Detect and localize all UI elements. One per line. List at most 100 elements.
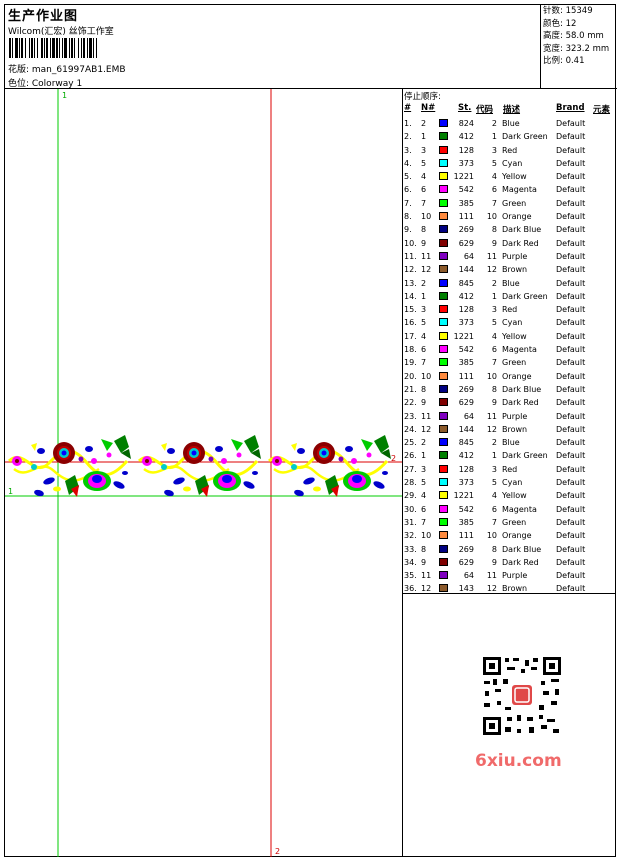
row-index: 2. [404, 132, 412, 142]
color-swatch [439, 451, 448, 460]
row-stitches: 64 [463, 571, 474, 581]
stop-sequence-row: 27. 3 128 3 Red Default [403, 463, 616, 476]
row-code: 12 [486, 424, 497, 434]
row-brand: Default [556, 531, 586, 541]
row-description: Cyan [502, 478, 523, 488]
row-stitches: 373 [458, 318, 474, 328]
row-stitches: 542 [458, 504, 474, 514]
row-stitches: 143 [458, 584, 474, 594]
sheet-title: 生产作业图 [8, 9, 79, 24]
row-brand: Default [556, 424, 586, 434]
production-sheet: 生产作业图 Wilcom(汇宏) 丝饰工作室 花版: man_61997AB1.… [4, 4, 617, 857]
barcode-bar [83, 38, 85, 58]
stop-sequence-row: 11. 11 64 11 Purple Default [403, 250, 616, 263]
barcode-bar [26, 38, 29, 58]
row-index: 21. [404, 384, 417, 394]
row-needle: 5 [421, 478, 427, 488]
row-stitches: 412 [458, 451, 474, 461]
stop-sequence-row: 14. 1 412 1 Dark Green Default [403, 290, 616, 303]
row-code: 11 [486, 251, 497, 261]
color-swatch [439, 291, 448, 300]
barcode-bar [52, 38, 55, 58]
row-description: Dark Red [502, 557, 539, 567]
row-code: 6 [491, 185, 497, 195]
color-swatch [439, 225, 448, 234]
barcode-bar [37, 38, 38, 58]
barcode-bar [85, 38, 87, 58]
row-needle: 8 [421, 384, 427, 394]
row-index: 27. [404, 464, 417, 474]
row-stitches: 269 [458, 225, 474, 235]
row-brand: Default [556, 158, 586, 168]
row-code: 4 [491, 491, 497, 501]
row-needle: 11 [421, 411, 432, 421]
row-description: Blue [502, 119, 520, 128]
row-needle: 10 [421, 212, 432, 222]
row-stitches: 1221 [453, 491, 474, 501]
row-needle: 10 [421, 531, 432, 541]
row-stitches: 373 [458, 158, 474, 168]
row-description: Orange [502, 371, 532, 381]
row-description: Yellow [502, 331, 527, 341]
row-index: 19. [404, 358, 417, 368]
barcode-bar [62, 38, 63, 58]
barcode-bar [81, 38, 82, 58]
barcode-bar [59, 38, 60, 58]
row-stitches: 412 [458, 291, 474, 301]
row-index: 17. [404, 331, 417, 341]
barcode-bar [30, 38, 31, 58]
row-stitches: 269 [458, 384, 474, 394]
row-index: 3. [404, 145, 412, 155]
embroidery-motif-3 [267, 433, 393, 499]
barcode-bar [78, 38, 79, 58]
barcode-bar [75, 38, 78, 58]
design-scale: 比例: 0.41 [543, 56, 585, 66]
barcode-bar [38, 38, 41, 58]
color-swatch [439, 571, 448, 580]
guide-label-left: 1 [8, 487, 13, 496]
color-swatch [439, 438, 448, 447]
barcode-bar [34, 38, 35, 58]
color-swatch [439, 198, 448, 207]
row-brand: Default [556, 571, 586, 581]
barcode-bar [33, 38, 34, 58]
row-description: Dark Red [502, 238, 539, 248]
row-index: 33. [404, 544, 417, 554]
stop-sequence-row: 33. 8 269 8 Dark Blue Default [403, 543, 616, 556]
barcode-bar [89, 38, 92, 58]
row-needle: 9 [421, 238, 427, 248]
col-header-index: # [404, 103, 412, 113]
barcode-bar [21, 38, 23, 58]
row-needle: 2 [421, 438, 427, 448]
row-code: 11 [486, 411, 497, 421]
color-swatch [439, 358, 448, 367]
row-stitches: 111 [458, 212, 474, 222]
barcode-bar [71, 38, 73, 58]
row-needle: 1 [421, 451, 427, 461]
color-swatch [439, 305, 448, 314]
row-description: Green [502, 198, 527, 208]
color-swatch [439, 371, 448, 380]
site-watermark: 6xiu.com [475, 751, 562, 771]
row-brand: Default [556, 225, 586, 235]
barcode-bar [48, 38, 50, 58]
design-width: 宽度: 323.2 mm [543, 43, 610, 54]
row-index: 28. [404, 478, 417, 488]
row-code: 2 [491, 278, 497, 288]
sheet-subtitle: Wilcom(汇宏) 丝饰工作室 [8, 27, 114, 37]
barcode-bar [63, 38, 64, 58]
row-stitches: 542 [458, 345, 474, 355]
row-code: 2 [491, 119, 497, 128]
color-swatch [439, 251, 448, 260]
stop-sequence-row: 28. 5 373 5 Cyan Default [403, 476, 616, 489]
color-swatch [439, 491, 448, 500]
row-index: 12. [404, 265, 417, 275]
row-description: Red [502, 305, 518, 315]
barcode-bar [60, 38, 62, 58]
row-description: Purple [502, 251, 528, 261]
stop-sequence-row: 9. 8 269 8 Dark Blue Default [403, 223, 616, 236]
row-index: 20. [404, 371, 417, 381]
row-description: Dark Green [502, 451, 548, 461]
row-index: 34. [404, 557, 417, 567]
row-stitches: 111 [458, 531, 474, 541]
